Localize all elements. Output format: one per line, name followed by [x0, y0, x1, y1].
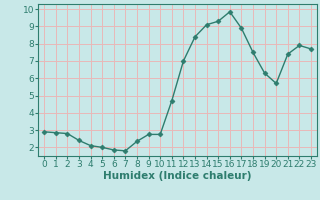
X-axis label: Humidex (Indice chaleur): Humidex (Indice chaleur) — [103, 171, 252, 181]
